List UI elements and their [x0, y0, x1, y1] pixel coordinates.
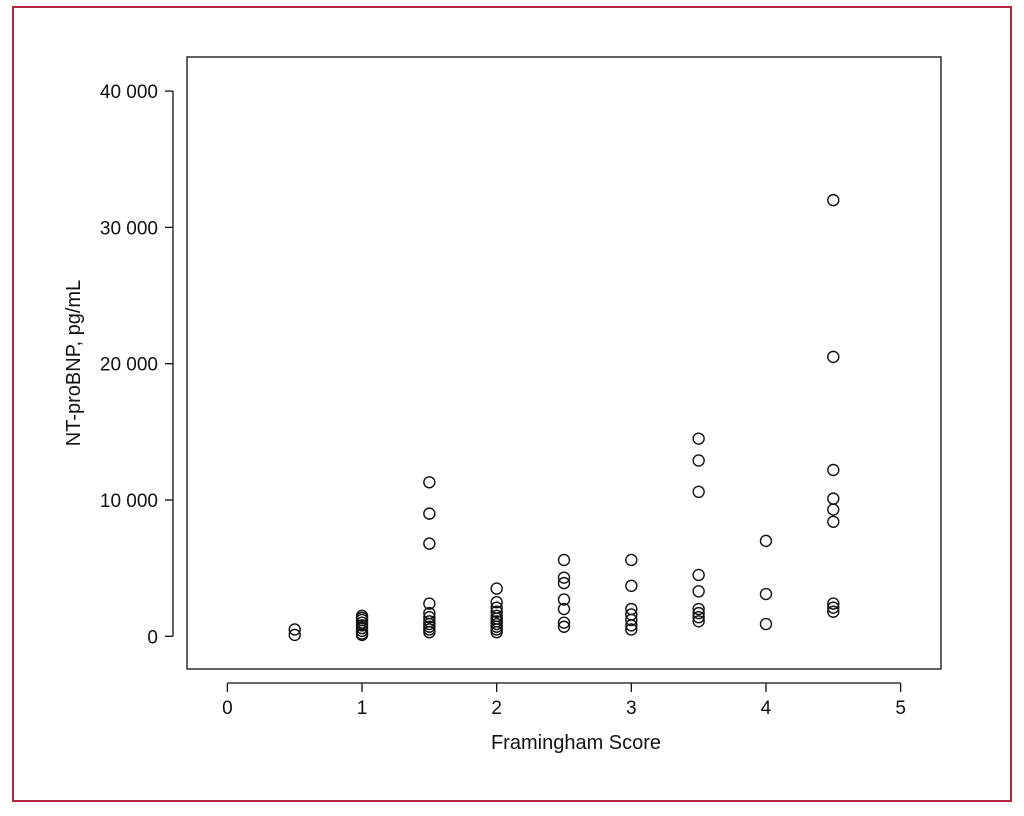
data-point	[692, 585, 705, 598]
data-point	[759, 617, 773, 631]
y-axis: 0 10 000 20 000 30 000 40 000	[100, 82, 174, 648]
data-point	[827, 492, 840, 505]
data-point	[692, 615, 705, 628]
data-point	[827, 605, 840, 618]
data-point	[557, 571, 571, 584]
plot-area-border	[186, 56, 942, 670]
data-point	[625, 553, 638, 567]
data-point	[827, 515, 840, 528]
data-point	[692, 606, 705, 620]
data-point	[557, 620, 571, 633]
data-point	[423, 625, 436, 639]
data-point	[692, 568, 705, 582]
data-point	[557, 602, 571, 616]
data-point	[625, 613, 638, 627]
y-axis-label: NT-proBNP, pg/mL	[63, 280, 85, 446]
data-point	[692, 485, 705, 499]
data-point	[423, 507, 436, 520]
data-point	[288, 628, 301, 642]
data-point	[827, 503, 840, 516]
data-point	[625, 579, 638, 593]
data-point	[827, 463, 840, 477]
y-tick-label: 0	[147, 627, 158, 648]
data-point	[557, 576, 571, 590]
data-point	[759, 534, 773, 548]
data-point	[827, 601, 840, 614]
data-point	[557, 593, 571, 606]
y-tick-label: 30 000	[100, 218, 158, 239]
data-point	[557, 553, 571, 567]
x-axis-label: Framingham Score	[491, 732, 661, 754]
data-point	[692, 611, 705, 624]
x-tick-label: 3	[626, 698, 637, 719]
x-tick-label: 5	[895, 698, 906, 719]
data-point	[490, 625, 503, 639]
x-axis: 0 1 2 3 4 5	[222, 682, 906, 719]
data-point	[423, 611, 436, 624]
y-tick-label: 20 000	[100, 355, 158, 376]
data-point	[827, 350, 840, 364]
x-tick-label: 4	[761, 698, 772, 719]
data-point	[692, 602, 705, 616]
data-point	[557, 616, 571, 629]
y-tick-label: 40 000	[100, 82, 158, 103]
x-tick-label: 0	[222, 698, 233, 719]
data-point	[490, 605, 503, 618]
data-point	[759, 587, 773, 601]
data-point	[423, 476, 436, 489]
data-point	[423, 597, 436, 610]
x-tick-label: 2	[491, 698, 502, 719]
data-point	[827, 597, 840, 610]
data-point	[423, 537, 436, 550]
data-points	[288, 193, 840, 642]
y-tick-label: 10 000	[100, 491, 158, 512]
data-point	[625, 619, 638, 632]
data-point	[692, 432, 705, 445]
data-point	[692, 454, 705, 467]
data-point	[490, 582, 503, 595]
data-point	[625, 623, 638, 636]
data-point	[288, 623, 301, 636]
data-point	[355, 628, 369, 642]
data-point	[827, 193, 840, 207]
data-point	[490, 596, 503, 609]
x-tick-label: 1	[357, 698, 368, 719]
